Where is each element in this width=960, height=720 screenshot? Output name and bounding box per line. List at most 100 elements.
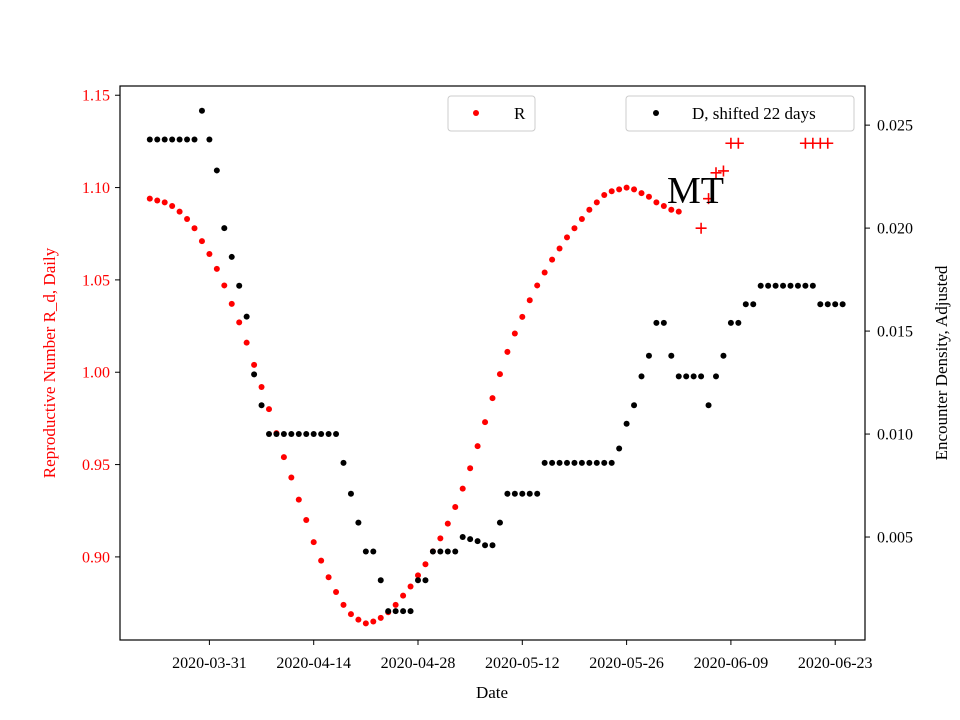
r-point: [333, 588, 340, 595]
legend-left-marker: [473, 110, 479, 116]
d-point: [668, 352, 675, 359]
d-point: [347, 490, 354, 497]
legend-right-label: D, shifted 22 days: [692, 104, 816, 123]
d-point: [206, 136, 213, 143]
d-point: [571, 459, 578, 466]
d-point: [184, 136, 191, 143]
d-point: [824, 301, 831, 308]
r-point: [288, 474, 295, 481]
d-point: [213, 167, 220, 174]
d-point: [608, 459, 615, 466]
d-point: [385, 608, 392, 615]
d-point: [631, 402, 638, 409]
d-point: [653, 319, 660, 326]
d-point: [161, 136, 168, 143]
r-point: [251, 361, 258, 368]
r-point: [407, 583, 414, 590]
r-point: [325, 574, 332, 581]
d-point: [310, 431, 317, 438]
d-point: [273, 431, 280, 438]
r-point: [564, 234, 570, 241]
r-point: [422, 561, 429, 568]
d-point: [750, 301, 757, 308]
d-point: [146, 136, 153, 143]
d-point: [340, 459, 347, 466]
r-point: [295, 496, 302, 503]
d-point: [295, 431, 302, 438]
r-point: [280, 454, 287, 461]
d-series-points: [146, 107, 846, 615]
y-left-tick-label: 1.10: [82, 180, 110, 197]
r-point: [578, 215, 585, 222]
r-plus-markers: [695, 137, 834, 234]
r-point: [392, 601, 399, 608]
r-point: [504, 348, 511, 355]
d-point: [794, 282, 801, 289]
r-point: [616, 186, 623, 193]
d-point: [623, 420, 630, 427]
legend-right: D, shifted 22 days: [625, 95, 855, 132]
r-point: [556, 245, 563, 252]
d-point: [228, 253, 235, 260]
d-point: [713, 373, 719, 380]
r-point: [415, 572, 421, 579]
d-point: [720, 352, 727, 359]
d-point: [511, 490, 518, 497]
d-point: [578, 459, 585, 466]
r-point: [161, 199, 168, 206]
r-point: [571, 225, 578, 232]
r-point: [154, 197, 161, 204]
r-point: [303, 516, 310, 523]
r-point: [593, 199, 600, 206]
legend-right-marker: [653, 110, 659, 116]
d-point: [742, 301, 749, 308]
annotation-label: MT: [667, 170, 724, 212]
y-right-tick-label: 0.020: [877, 221, 913, 238]
r-point: [482, 419, 489, 426]
r-plus-marker: [695, 222, 707, 234]
r-point: [228, 300, 235, 307]
y-right-tick-label: 0.025: [877, 118, 913, 135]
d-point: [333, 431, 340, 438]
d-point: [586, 459, 593, 466]
d-point: [504, 490, 511, 497]
y-right-axis-ticks: 0.005 0.010 0.015 0.020 0.025: [865, 118, 913, 547]
r-point: [258, 384, 265, 391]
d-point: [616, 445, 623, 452]
r-plus-marker: [822, 137, 834, 149]
r-point: [452, 504, 459, 511]
d-point: [474, 538, 481, 545]
d-point: [809, 282, 816, 289]
x-tick-label: 2020-06-09: [694, 655, 769, 672]
d-point: [422, 577, 429, 584]
y-left-tick-label: 1.05: [82, 272, 110, 289]
y-left-tick-label: 1.15: [82, 88, 110, 105]
r-point: [496, 371, 503, 378]
y-right-tick-label: 0.005: [877, 530, 913, 547]
d-point: [176, 136, 183, 143]
d-point: [169, 136, 176, 143]
d-point: [377, 577, 384, 584]
r-point: [459, 485, 466, 492]
r-point: [206, 251, 213, 258]
d-point: [437, 548, 444, 555]
d-point: [526, 490, 533, 497]
y-right-axis-label: Encounter Density, Adjusted: [932, 265, 951, 460]
r-point: [400, 592, 407, 599]
legend-left-frame: [447, 95, 536, 132]
x-tick-label: 2020-05-12: [485, 655, 560, 672]
x-tick-label: 2020-03-31: [172, 655, 247, 672]
d-point: [429, 548, 436, 555]
d-point: [802, 282, 809, 289]
d-point: [303, 431, 310, 438]
r-point: [631, 186, 638, 193]
d-point: [191, 136, 198, 143]
r-point: [370, 618, 377, 625]
d-point: [482, 542, 489, 549]
r-point: [511, 330, 518, 337]
r-point: [660, 203, 667, 210]
r-plus-marker: [703, 193, 715, 205]
r-point: [437, 535, 444, 542]
d-point: [735, 319, 742, 326]
r-point: [318, 557, 325, 564]
